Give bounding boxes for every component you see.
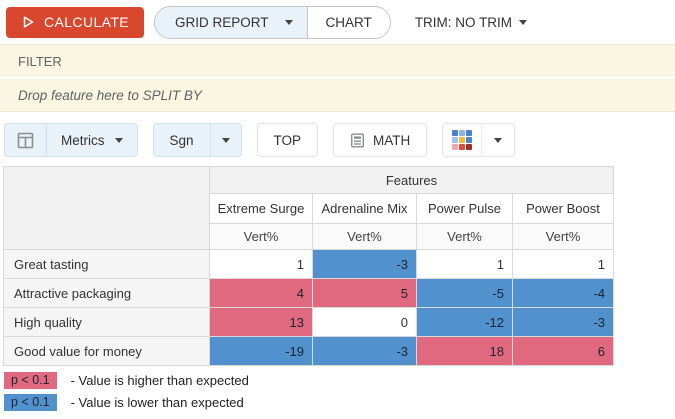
calculate-label: CALCULATE <box>44 14 130 30</box>
color-palette-icon <box>452 130 473 150</box>
table-row: Good value for money -19 -3 18 6 <box>3 336 614 366</box>
value-cell: -19 <box>209 336 313 366</box>
math-label: MATH <box>373 132 411 148</box>
value-cell: 0 <box>312 307 417 337</box>
tab-chart[interactable]: CHART <box>306 6 390 38</box>
value-cell: 1 <box>416 249 513 279</box>
metric-header: Vert% <box>209 223 313 250</box>
top-label: TOP <box>273 132 302 148</box>
row-label[interactable]: Good value for money <box>3 336 210 366</box>
results-table: Features Extreme Surge Adrenaline Mix Po… <box>3 166 614 366</box>
sgn-dropdown[interactable] <box>209 124 241 156</box>
trim-label: TRIM: NO TRIM <box>414 14 513 30</box>
value-cell: 1 <box>209 249 313 279</box>
value-cell: -12 <box>416 307 513 337</box>
table-row: Great tasting 1 -3 1 1 <box>3 249 614 279</box>
top-button[interactable]: TOP <box>256 123 319 157</box>
value-cell: -5 <box>416 278 513 308</box>
value-cell: -3 <box>312 249 417 279</box>
metric-header: Vert% <box>312 223 417 250</box>
tab-grid-report[interactable]: GRID REPORT <box>155 6 307 38</box>
column-header[interactable]: Power Pulse <box>416 193 513 224</box>
features-group-header: Features <box>209 166 614 194</box>
play-icon <box>21 15 35 29</box>
value-cell: -3 <box>312 336 417 366</box>
metrics-group: Metrics <box>4 123 138 157</box>
view-switch: GRID REPORT CHART <box>154 5 391 39</box>
grid-report-label: GRID REPORT <box>175 14 269 30</box>
metric-header: Vert% <box>512 223 614 250</box>
filter-drop-zone[interactable]: FILTER <box>0 44 675 79</box>
column-header-row: Extreme Surge Adrenaline Mix Power Pulse… <box>4 193 614 224</box>
row-label[interactable]: High quality <box>3 307 210 337</box>
palette-group <box>442 123 516 157</box>
calculator-icon <box>350 133 365 148</box>
sgn-button[interactable]: Sgn <box>154 124 210 156</box>
math-button[interactable]: MATH <box>333 123 428 157</box>
table-row: High quality 13 0 -12 -3 <box>3 307 614 337</box>
value-cell: 5 <box>312 278 417 308</box>
table-body: Great tasting 1 -3 1 1 Attractive packaging 4 5… <box>3 249 614 366</box>
value-cell: 13 <box>209 307 313 337</box>
legend-item-lower: p < 0.1 - Value is lower than expected <box>4 394 675 411</box>
legend-text: - Value is lower than expected <box>70 395 244 410</box>
column-header[interactable]: Extreme Surge <box>209 193 313 224</box>
table-controls: Metrics Sgn TOP MATH <box>4 122 675 158</box>
column-header[interactable]: Adrenaline Mix <box>312 193 417 224</box>
top-toolbar: CALCULATE GRID REPORT CHART TRIM: NO TRI… <box>0 0 675 44</box>
sgn-group: Sgn <box>152 123 242 157</box>
metrics-label: Metrics <box>61 132 105 148</box>
chevron-down-icon <box>114 137 123 143</box>
chevron-down-icon <box>221 137 230 143</box>
table-layout-button[interactable] <box>5 124 46 156</box>
palette-dropdown[interactable] <box>481 124 514 156</box>
split-by-drop-zone[interactable]: Drop feature here to SPLIT BY <box>0 79 675 112</box>
value-cell: -3 <box>512 307 614 337</box>
higher-chip: p < 0.1 <box>4 372 57 389</box>
column-header[interactable]: Power Boost <box>512 193 614 224</box>
metric-header: Vert% <box>416 223 513 250</box>
sgn-label: Sgn <box>169 132 194 148</box>
value-cell: -4 <box>512 278 614 308</box>
legend-item-higher: p < 0.1 - Value is higher than expected <box>4 372 675 389</box>
filter-label: FILTER <box>18 53 62 69</box>
value-cell: 18 <box>416 336 513 366</box>
significance-legend: p < 0.1 - Value is higher than expected … <box>4 372 675 411</box>
row-label[interactable]: Attractive packaging <box>3 278 210 308</box>
chart-label: CHART <box>325 14 372 30</box>
value-cell: 6 <box>512 336 614 366</box>
chevron-down-icon <box>284 19 293 25</box>
metrics-dropdown[interactable]: Metrics <box>46 124 137 156</box>
calculate-button[interactable]: CALCULATE <box>6 6 145 38</box>
chevron-down-icon <box>519 19 528 25</box>
corner-cell <box>3 166 210 250</box>
value-cell: 4 <box>209 278 313 308</box>
chevron-down-icon <box>494 137 503 143</box>
value-cell: 1 <box>512 249 614 279</box>
metric-header-row: Vert% Vert% Vert% Vert% <box>4 223 614 250</box>
lower-chip: p < 0.1 <box>4 394 57 411</box>
table-row: Attractive packaging 4 5 -5 -4 <box>3 278 614 308</box>
split-by-placeholder: Drop feature here to SPLIT BY <box>18 87 202 103</box>
palette-button[interactable] <box>443 124 481 156</box>
table-layout-icon <box>17 132 34 149</box>
legend-text: - Value is higher than expected <box>70 373 249 388</box>
trim-dropdown[interactable]: TRIM: NO TRIM <box>409 14 533 31</box>
row-label[interactable]: Great tasting <box>3 249 210 279</box>
